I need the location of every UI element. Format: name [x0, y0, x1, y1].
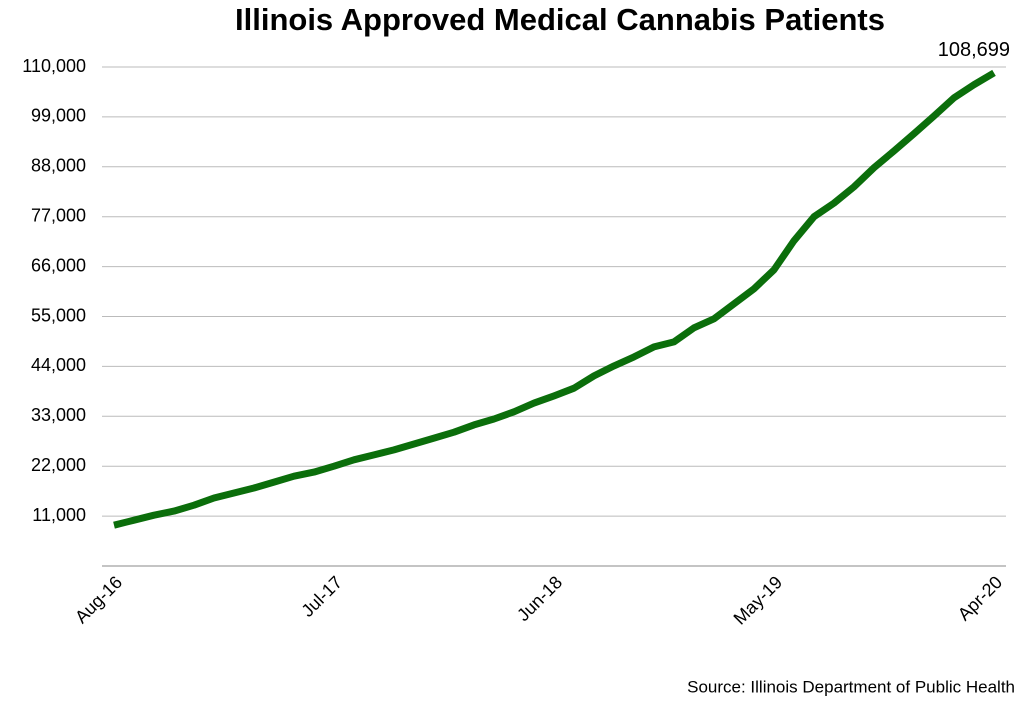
y-tick-label: 11,000: [32, 505, 86, 525]
x-tick-label: Apr-20: [954, 572, 1006, 624]
x-tick-label: Jul-17: [297, 572, 346, 621]
y-tick-label: 99,000: [31, 106, 86, 126]
y-tick-label: 66,000: [31, 255, 86, 275]
data-line: [113, 69, 996, 529]
data-label: 108,699: [938, 39, 1010, 61]
source-note: Source: Illinois Department of Public He…: [687, 677, 1015, 696]
x-tick-label: May-19: [730, 572, 787, 629]
chart-title: Illinois Approved Medical Cannabis Patie…: [235, 2, 885, 37]
y-tick-label: 55,000: [31, 305, 86, 325]
y-tick-label: 44,000: [31, 355, 86, 375]
x-tick-label: Jun-18: [513, 572, 566, 625]
y-tick-label: 110,000: [22, 56, 86, 76]
y-tick-label: 88,000: [31, 156, 86, 176]
x-tick-label: Aug-16: [71, 572, 126, 627]
y-tick-label: 33,000: [31, 405, 86, 425]
y-tick-label: 22,000: [31, 455, 86, 475]
y-tick-label: 77,000: [31, 205, 86, 225]
